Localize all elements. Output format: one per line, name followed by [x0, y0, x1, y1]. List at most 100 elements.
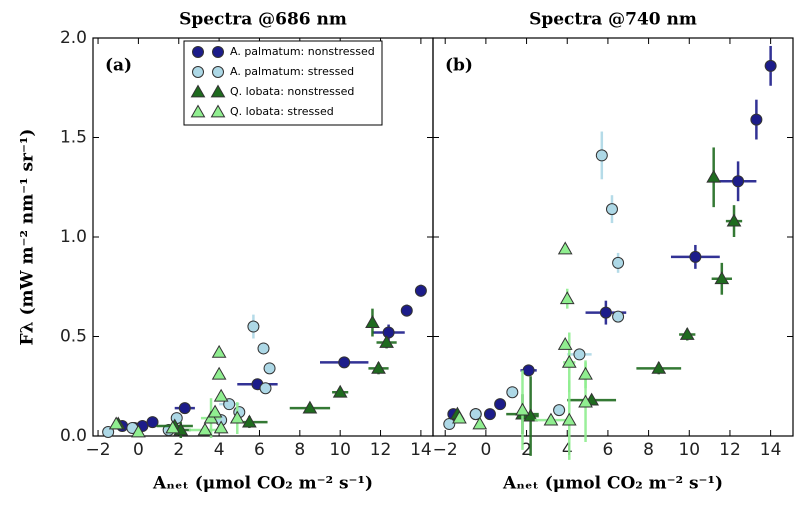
marker [522, 364, 535, 377]
marker [146, 416, 159, 429]
y-axis-label: Fλ (mW m⁻² nm⁻¹ sr⁻¹) [18, 129, 38, 346]
x-tick-label: 10 [678, 440, 700, 460]
marker [257, 342, 270, 355]
marker [332, 384, 348, 398]
marker [382, 326, 395, 339]
marker [726, 213, 742, 227]
marker [732, 175, 745, 188]
marker [578, 394, 593, 408]
x-tick-label: 4 [562, 440, 573, 460]
x-tick-label: −2 [433, 440, 458, 460]
x-tick-label: 0 [480, 440, 491, 460]
marker [178, 402, 191, 415]
marker [557, 241, 573, 255]
marker [714, 271, 730, 285]
marker [213, 388, 229, 402]
marker [679, 327, 695, 340]
legend-marker [210, 104, 226, 118]
marker [247, 320, 260, 333]
y-tick-label: 0.0 [60, 426, 87, 446]
x-axis-label: Aₙₑₜ (μmol CO₂ m⁻² s⁻¹) [152, 474, 373, 494]
marker [750, 113, 763, 126]
x-tick-label: 0 [133, 440, 144, 460]
marker [472, 416, 488, 430]
marker [263, 362, 276, 375]
x-tick-label: 10 [329, 440, 351, 460]
legend-label: A. palmatum: nonstressed [230, 45, 375, 58]
legend-label: Q. lobata: nonstressed [230, 85, 354, 98]
marker [595, 149, 608, 162]
x-tick-label: 14 [760, 440, 782, 460]
marker [207, 404, 223, 418]
legend-label: Q. lobata: stressed [230, 105, 334, 118]
legend-marker [212, 66, 224, 78]
marker [414, 284, 427, 297]
marker [605, 203, 618, 216]
marker [543, 412, 559, 426]
marker [242, 414, 257, 428]
marker [229, 410, 245, 424]
marker [573, 348, 586, 361]
marker [443, 418, 456, 431]
y-tick-label: 0.5 [60, 327, 87, 347]
marker [213, 420, 229, 434]
series [156, 308, 397, 438]
x-tick-label: 2 [173, 440, 184, 460]
marker [561, 412, 577, 426]
x-tick-label: 14 [410, 440, 432, 460]
marker [469, 408, 482, 421]
marker [108, 416, 124, 430]
marker [506, 386, 519, 399]
x-tick-label: −2 [86, 440, 111, 460]
marker [379, 334, 394, 348]
marker [211, 366, 227, 380]
marker [483, 408, 496, 421]
x-tick-label: 2 [521, 440, 532, 460]
y-tick-label: 1.5 [60, 128, 87, 148]
series [506, 147, 743, 456]
marker [689, 250, 702, 263]
marker [165, 420, 181, 434]
x-tick-label: 12 [719, 440, 741, 460]
x-tick-label: 12 [370, 440, 392, 460]
legend-label: A. palmatum: stressed [230, 65, 354, 78]
x-tick-label: 8 [294, 440, 305, 460]
marker [371, 360, 386, 374]
legend-marker [192, 46, 204, 58]
panel-title: Spectra @740 nm [529, 10, 697, 30]
legend-marker [212, 46, 224, 58]
y-tick-label: 1.0 [60, 227, 87, 247]
marker [494, 398, 507, 411]
marker [706, 169, 722, 183]
plot-frame [432, 37, 794, 437]
y-tick-label: 2.0 [60, 28, 87, 48]
x-tick-label: 6 [254, 440, 265, 460]
marker [764, 59, 777, 72]
marker [599, 306, 612, 319]
marker [612, 310, 625, 323]
x-tick-label: 4 [214, 440, 225, 460]
marker [197, 422, 213, 436]
marker [338, 356, 351, 369]
x-tick-label: 8 [643, 440, 654, 460]
legend-marker [192, 66, 204, 78]
marker [578, 366, 593, 380]
panel-title: Spectra @686 nm [179, 10, 347, 30]
panel-label: (b) [445, 56, 473, 76]
marker [561, 354, 577, 368]
marker [515, 402, 530, 416]
legend-marker [190, 104, 206, 118]
marker [612, 256, 625, 269]
marker [365, 315, 380, 328]
marker [557, 336, 573, 350]
marker [302, 400, 318, 414]
marker [559, 291, 575, 305]
x-axis-label: Aₙₑₜ (μmol CO₂ m⁻² s⁻¹) [502, 474, 723, 494]
panel-label: (a) [105, 56, 132, 76]
marker [651, 360, 667, 374]
marker [553, 404, 566, 417]
legend-marker [190, 84, 206, 98]
x-tick-label: 6 [603, 440, 614, 460]
marker [452, 410, 467, 424]
